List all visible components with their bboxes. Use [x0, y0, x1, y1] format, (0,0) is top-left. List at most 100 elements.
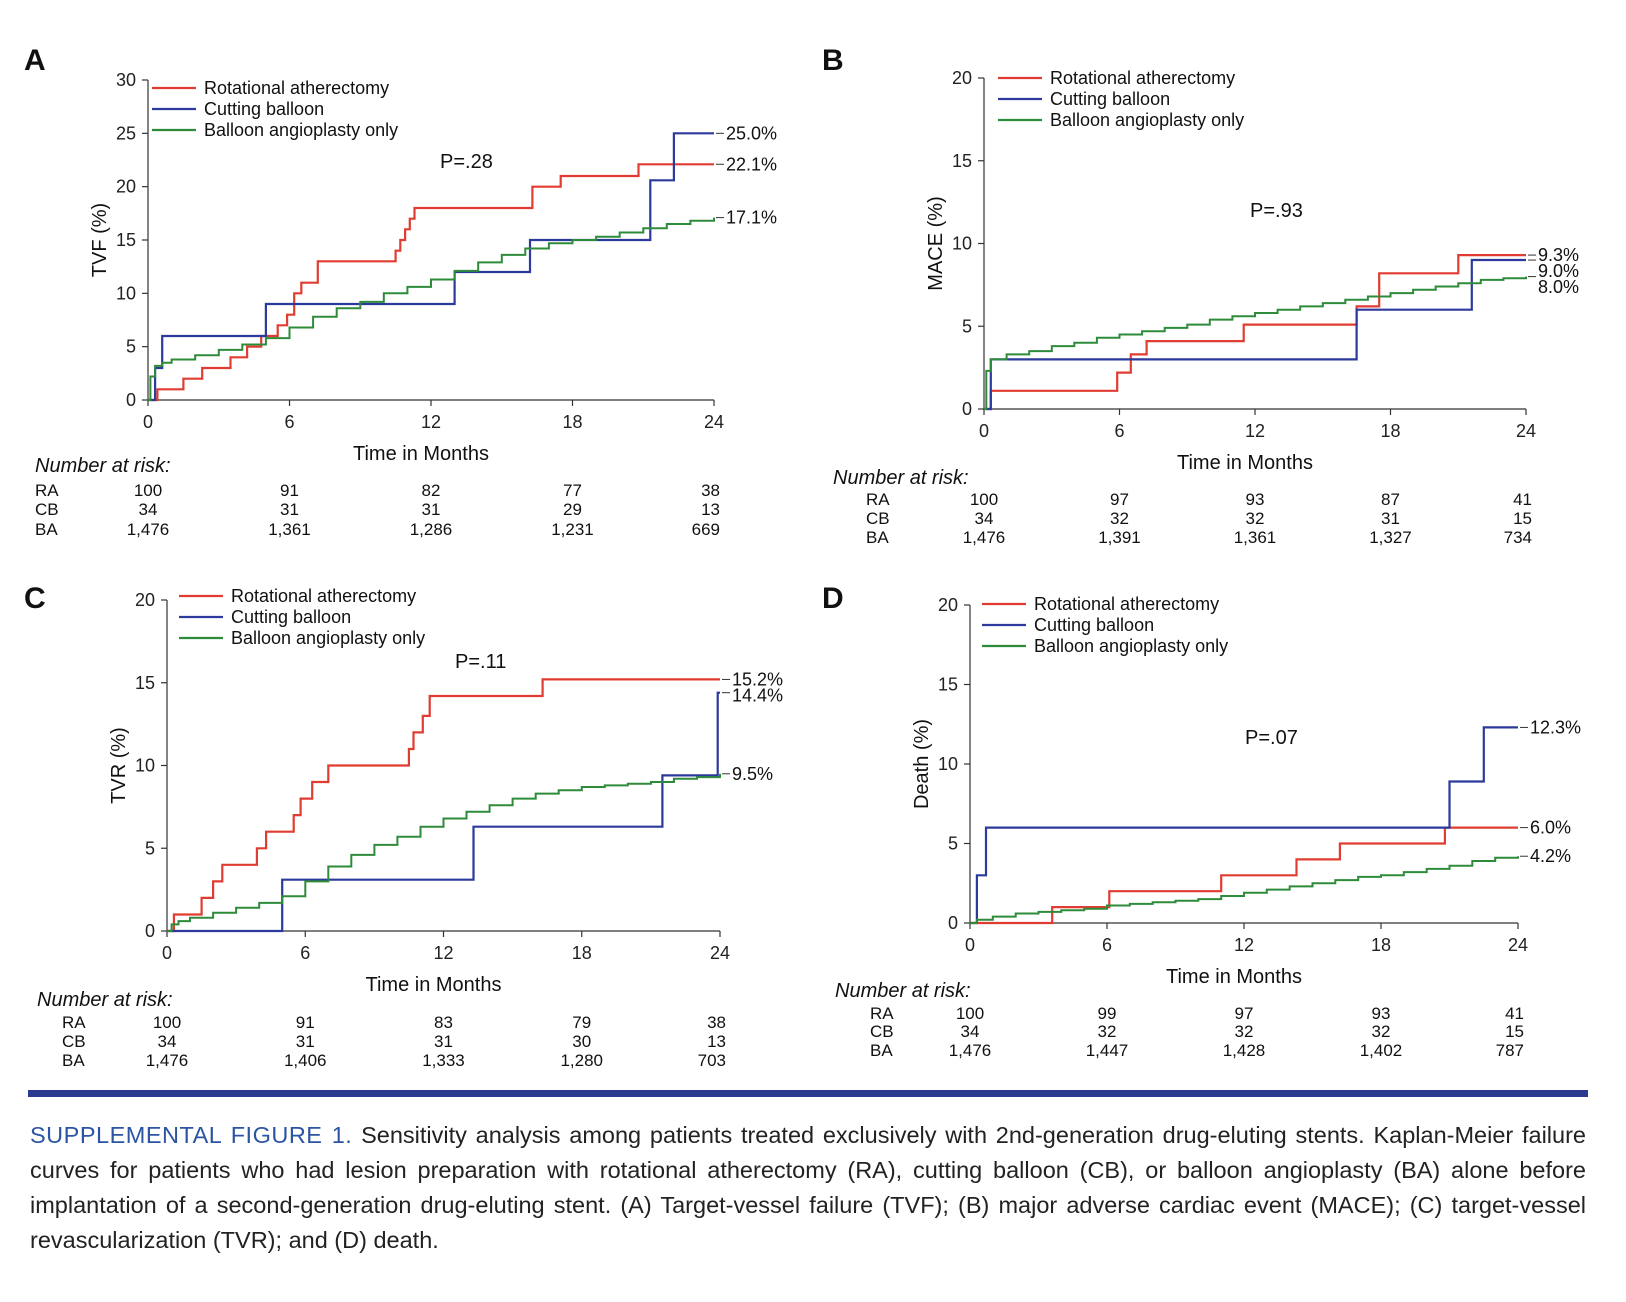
caption-text: Sensitivity analysis among patients trea…: [30, 1122, 1586, 1253]
panel-d-ytick-label: 15: [938, 675, 958, 695]
panel-a-risk-title: Number at risk:: [35, 455, 171, 477]
panel-d-xtick-label: 0: [965, 935, 975, 955]
panel-a-end-label-cb: 25.0%: [726, 123, 777, 143]
panel-a-risk-value: 34: [139, 500, 158, 519]
panel-d-xtick-label: 18: [1371, 935, 1391, 955]
panel-d-end-label-cb: 12.3%: [1530, 717, 1581, 737]
panel-c-risk-value: 31: [434, 1032, 453, 1051]
panel-d-legend-label-ba: Balloon angioplasty only: [1034, 636, 1228, 656]
panel-b-xtick-label: 12: [1245, 421, 1265, 441]
panel-c-end-label-ba: 9.5%: [732, 764, 773, 784]
panel-d-risk-value: 97: [1235, 1004, 1254, 1023]
panel-d-end-label-ra: 6.0%: [1530, 818, 1571, 838]
panel-d-letter: D: [822, 582, 844, 615]
panel-b-xtick-label: 0: [979, 421, 989, 441]
panel-d-risk-value: 100: [956, 1004, 984, 1023]
panel-a-curve-ba: [148, 217, 715, 401]
panel-d-curve-ba: [970, 856, 1519, 924]
panel-c-risk-value: 100: [153, 1013, 181, 1032]
panel-c-risk-group-cb: CB: [62, 1032, 86, 1051]
panel-c-curve-ra: [167, 678, 720, 933]
panel-a-risk-value: 1,476: [127, 520, 170, 539]
panel-c-risk-value: 1,476: [146, 1051, 189, 1070]
panel-a-risk-value: 100: [134, 481, 162, 500]
panel-b-ytick-label: 15: [952, 151, 972, 171]
panel-d-risk-value: 1,428: [1223, 1041, 1266, 1060]
panel-c-ytick-label: 20: [135, 590, 155, 610]
panel-a-y-axis-title: TVF (%): [89, 203, 111, 277]
panel-c-legend-label-cb: Cutting balloon: [231, 607, 351, 627]
panel-c-risk-value: 1,280: [560, 1051, 603, 1070]
panel-c-risk-value: 91: [296, 1013, 315, 1032]
panel-a-xtick-label: 6: [284, 412, 294, 432]
panel-a-legend-label-cb: Cutting balloon: [204, 99, 324, 119]
panel-c-xtick-label: 18: [572, 943, 592, 963]
panel-c-legend-label-ra: Rotational atherectomy: [231, 586, 416, 606]
panel-d-risk-value: 15: [1505, 1022, 1524, 1041]
panel-c-risk-value: 1,333: [422, 1051, 465, 1070]
panel-a-risk-value: 82: [422, 481, 441, 500]
panel-b-risk-value: 87: [1381, 490, 1400, 509]
panel-b-risk-value: 1,361: [1234, 528, 1277, 547]
panel-a-xtick-label: 12: [421, 412, 441, 432]
panel-c-letter: C: [24, 582, 46, 615]
panel-b-legend-label-ba: Balloon angioplasty only: [1050, 110, 1244, 130]
panel-a-p-value: P=.28: [440, 151, 493, 173]
panel-c-xtick-label: 24: [710, 943, 730, 963]
panel-d-xtick-label: 12: [1234, 935, 1254, 955]
panel-c-p-value: P=.11: [455, 651, 506, 673]
panel-d-end-label-ba: 4.2%: [1530, 846, 1571, 866]
panel-d-y-axis-title: Death (%): [911, 719, 933, 809]
panel-c-risk-value: 13: [707, 1032, 726, 1051]
panel-b-letter: B: [822, 44, 844, 77]
panel-b-risk-group-ra: RA: [866, 490, 890, 509]
panel-d-legend-label-ra: Rotational atherectomy: [1034, 594, 1219, 614]
panel-d-risk-value: 32: [1235, 1022, 1254, 1041]
panel-a-legend-label-ra: Rotational atherectomy: [204, 78, 389, 98]
panel-c-x-axis-title: Time in Months: [366, 974, 502, 996]
panel-d-ytick-label: 0: [948, 913, 958, 933]
panel-a-risk-value: 31: [422, 500, 441, 519]
panel-d-p-value: P=.07: [1245, 727, 1298, 749]
panel-b-risk-value: 93: [1246, 490, 1265, 509]
panel-a-risk-value: 29: [563, 500, 582, 519]
panel-d-risk-group-cb: CB: [870, 1022, 894, 1041]
panel-d-risk-value: 41: [1505, 1004, 1524, 1023]
panel-b-ytick-label: 0: [962, 399, 972, 419]
kaplan-meier-figure: A 0 5 10 15 20 25 30 0 6 12 18 24 Time in Months TVF (…: [24, 44, 1581, 1070]
panel-a-risk-value: 91: [280, 481, 299, 500]
panel-a-risk-value: 77: [563, 481, 582, 500]
panel-d-risk-value: 99: [1098, 1004, 1117, 1023]
panel-c-ytick-label: 5: [145, 838, 155, 858]
panel-a-ytick-label: 0: [126, 390, 136, 410]
panel-b-risk-value: 97: [1110, 490, 1129, 509]
panel-b-xtick-label: 6: [1114, 421, 1124, 441]
panel-a-risk-value: 31: [280, 500, 299, 519]
panel-d-x-axis-title: Time in Months: [1166, 966, 1302, 988]
panel-a-end-label-ra: 22.1%: [726, 154, 777, 174]
panel-a-ytick-label: 30: [116, 70, 136, 90]
panel-b-xtick-label: 18: [1380, 421, 1400, 441]
panel-a-legend-label-ba: Balloon angioplasty only: [204, 120, 398, 140]
caption-divider: [28, 1090, 1588, 1097]
panel-c-risk-value: 31: [296, 1032, 315, 1051]
panel-b-end-label-cb: 9.0%: [1538, 261, 1579, 281]
panel-b-risk-title: Number at risk:: [833, 467, 969, 489]
caption-label: SUPPLEMENTAL FIGURE 1.: [30, 1122, 353, 1148]
panel-a-ytick-label: 15: [116, 230, 136, 250]
panel-a-risk-value: 1,231: [551, 520, 594, 539]
panel-d-risk-value: 1,402: [1360, 1041, 1403, 1060]
panel-b-risk-group-cb: CB: [866, 509, 890, 528]
panel-c-risk-value: 38: [707, 1013, 726, 1032]
panel-d-risk-value: 1,476: [949, 1041, 992, 1060]
panel-c-legend-label-ba: Balloon angioplasty only: [231, 628, 425, 648]
panel-b-risk-group-ba: BA: [866, 528, 889, 547]
panel-a-x-axis-title: Time in Months: [353, 443, 489, 465]
panel-a-xtick-label: 18: [562, 412, 582, 432]
panel-b-risk-value: 41: [1513, 490, 1532, 509]
panel-b-ytick-label: 20: [952, 68, 972, 88]
panel-a-ytick-label: 5: [126, 337, 136, 357]
panel-d-risk-value: 32: [1098, 1022, 1117, 1041]
panel-d-legend-label-cb: Cutting balloon: [1034, 615, 1154, 635]
panel-d-risk-group-ra: RA: [870, 1004, 894, 1023]
